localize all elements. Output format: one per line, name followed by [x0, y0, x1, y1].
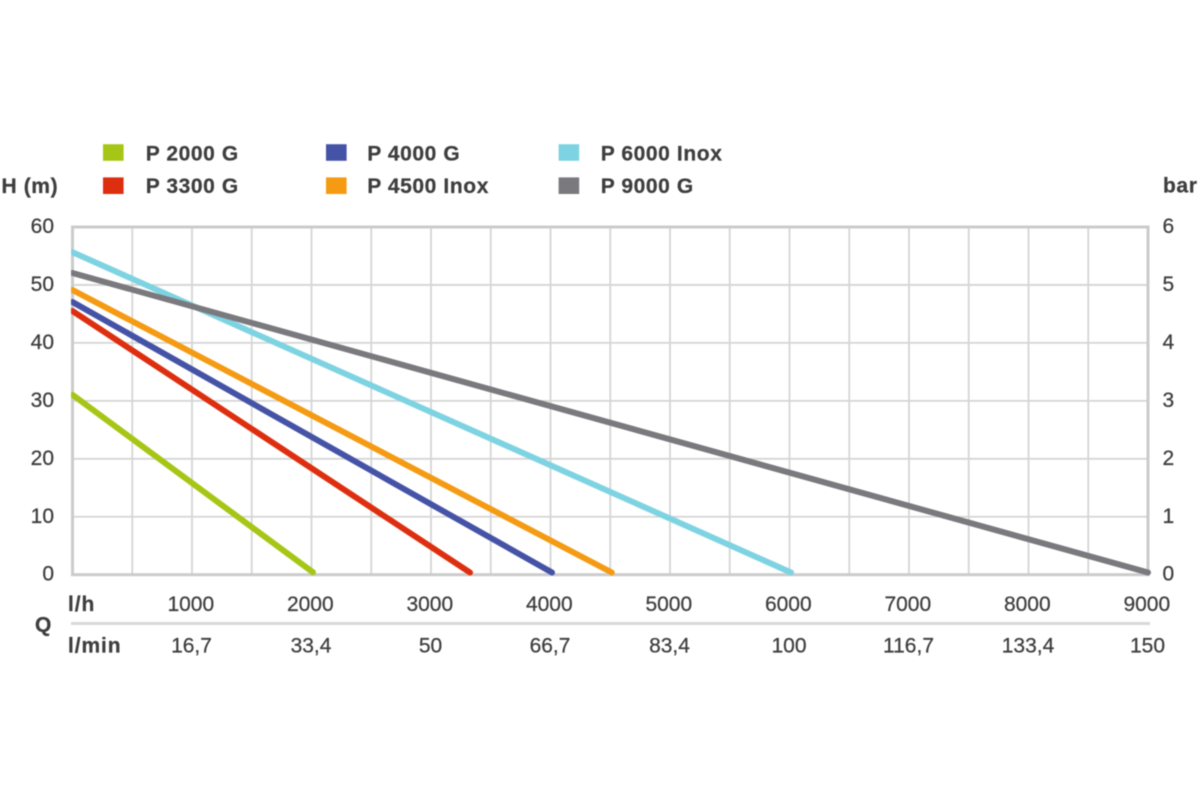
svg-text:6000: 6000: [765, 593, 812, 616]
svg-text:16,7: 16,7: [171, 635, 212, 658]
svg-text:Q: Q: [35, 613, 51, 636]
svg-text:P 9000 G: P 9000 G: [601, 175, 694, 198]
svg-text:1: 1: [1163, 505, 1175, 528]
svg-text:l/h: l/h: [68, 593, 95, 616]
svg-text:P 3300 G: P 3300 G: [146, 175, 239, 198]
svg-text:bar: bar: [1163, 175, 1197, 198]
svg-text:5: 5: [1163, 273, 1175, 296]
svg-text:100: 100: [771, 635, 806, 658]
svg-text:P 4000 G: P 4000 G: [367, 143, 460, 166]
svg-text:2: 2: [1163, 447, 1175, 470]
svg-text:7000: 7000: [884, 593, 931, 616]
svg-text:83,4: 83,4: [649, 635, 690, 658]
svg-text:9000: 9000: [1123, 593, 1170, 616]
svg-text:60: 60: [31, 215, 54, 238]
svg-text:133,4: 133,4: [1002, 635, 1055, 658]
svg-text:6: 6: [1163, 215, 1175, 238]
svg-text:66,7: 66,7: [530, 635, 571, 658]
svg-text:4000: 4000: [526, 593, 573, 616]
svg-text:30: 30: [31, 389, 54, 412]
svg-text:0: 0: [42, 563, 54, 586]
svg-text:3: 3: [1163, 389, 1175, 412]
svg-text:20: 20: [31, 447, 54, 470]
svg-text:5000: 5000: [645, 593, 692, 616]
svg-text:150: 150: [1130, 635, 1165, 658]
svg-text:0: 0: [1163, 563, 1175, 586]
svg-text:4: 4: [1163, 331, 1175, 354]
svg-text:P 6000 Inox: P 6000 Inox: [601, 143, 723, 166]
svg-text:P 2000 G: P 2000 G: [146, 143, 239, 166]
svg-text:40: 40: [31, 331, 54, 354]
svg-text:3000: 3000: [406, 593, 453, 616]
svg-text:8000: 8000: [1004, 593, 1051, 616]
svg-text:l/min: l/min: [68, 635, 122, 658]
svg-text:116,7: 116,7: [883, 635, 934, 658]
svg-text:50: 50: [31, 273, 54, 296]
svg-text:10: 10: [31, 505, 54, 528]
svg-text:1000: 1000: [167, 593, 214, 616]
svg-text:33,4: 33,4: [291, 635, 332, 658]
svg-text:2000: 2000: [287, 593, 334, 616]
svg-text:P 4500 Inox: P 4500 Inox: [367, 175, 489, 198]
svg-text:50: 50: [419, 635, 442, 658]
svg-text:H (m): H (m): [2, 175, 59, 198]
